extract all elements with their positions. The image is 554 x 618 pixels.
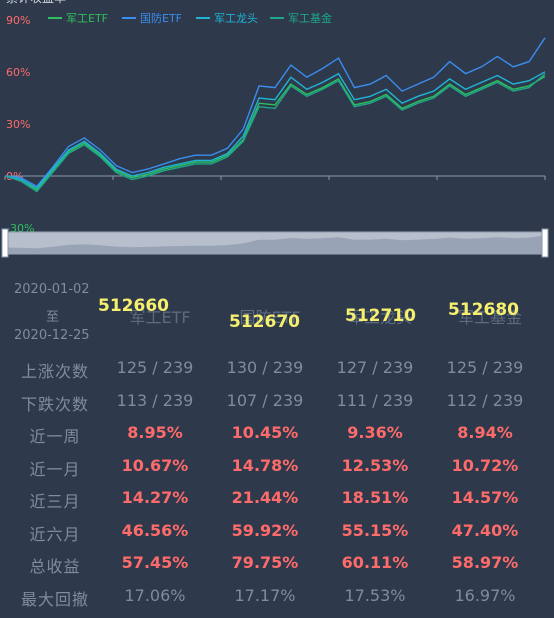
stat-cell: 57.45% (121, 553, 189, 572)
fund-name-0: 军工ETF (129, 308, 191, 327)
stats-row: 总收益 57.45% 79.75% 60.11% 58.97% (0, 553, 554, 585)
stat-cell: 17.17% (234, 585, 296, 605)
stats-row: 下跌次数 113 / 239 107 / 239 111 / 239 112 / 239 (0, 391, 554, 423)
stat-cell: 8.95% (127, 423, 183, 442)
fund-code-1: 512670 (229, 312, 300, 332)
stats-row: 近六月 46.56% 59.92% 55.15% 47.40% (0, 521, 554, 553)
series-line (4, 37, 546, 188)
stat-cell: 12.53% (341, 455, 409, 475)
stat-cell: 46.56% (121, 520, 189, 540)
stats-row: 近一月 10.67% 14.78% 12.53% 10.72% (0, 456, 554, 488)
range-handle-left[interactable] (1, 228, 9, 258)
stat-cell: 17.53% (344, 585, 406, 605)
row-label: 最大回撤 (20, 589, 89, 609)
stat-cell: 18.51% (341, 488, 409, 507)
y-tick-label: 30% (6, 118, 30, 131)
row-label: 上涨次数 (20, 362, 89, 381)
stat-cell: 111 / 239 (336, 390, 414, 410)
legend-entry: 军工ETF (66, 12, 108, 25)
y-tick-label: 90% (6, 14, 30, 27)
stat-cell: 112 / 239 (446, 390, 524, 410)
stat-cell: 55.15% (341, 520, 409, 540)
date-start: 2020-01-02 (14, 282, 90, 297)
stat-cell: 21.44% (231, 488, 299, 507)
stat-cell: 14.27% (121, 488, 189, 507)
row-label: 近一周 (29, 427, 81, 446)
date-to: 至 (46, 310, 60, 325)
stat-cell: 14.78% (231, 455, 299, 475)
legend-entry: 国防ETF (140, 11, 182, 25)
stat-cell: 60.11% (341, 553, 409, 572)
stat-cell: 113 / 239 (116, 390, 194, 410)
fund-code-0: 512660 (98, 296, 169, 316)
stat-cell: 8.94% (457, 423, 513, 442)
stat-cell: 130 / 239 (226, 358, 304, 377)
range-slider-preview (5, 235, 545, 254)
stats-row: 上涨次数 125 / 239 130 / 239 127 / 239 125 / 239 (0, 358, 554, 390)
stat-cell: 10.67% (121, 455, 189, 475)
range-handle-right[interactable] (541, 228, 549, 258)
stats-row: 近三月 14.27% 21.44% 18.51% 14.57% (0, 488, 554, 520)
stat-cell: 14.57% (451, 488, 519, 507)
stat-cell: 107 / 239 (226, 390, 304, 410)
range-slider-selection[interactable] (5, 232, 545, 254)
stats-row: 最大回撤 17.06% 17.17% 17.53% 16.97% (0, 586, 554, 618)
stat-cell: 125 / 239 (446, 358, 524, 377)
row-label: 近三月 (29, 492, 81, 511)
fund-name-1: 国防ETF (239, 308, 301, 327)
stat-cell: 16.97% (454, 585, 516, 605)
fund-code-3: 512680 (448, 300, 519, 320)
y-tick-label: 60% (6, 66, 30, 79)
stat-cell: 17.06% (124, 585, 186, 605)
stats-row: 近一周 8.95% 10.45% 9.36% 8.94% (0, 423, 554, 455)
fund-name-3: 军工基金 (457, 308, 522, 327)
row-label: 总收益 (29, 557, 81, 576)
stat-cell: 47.40% (451, 520, 519, 540)
stat-cell: 59.92% (231, 520, 299, 540)
row-label: 近一月 (29, 459, 81, 479)
series-line (4, 75, 546, 191)
legend-entry: 军工基金 (288, 11, 332, 25)
row-label: 下跌次数 (20, 394, 89, 414)
row-label: 近六月 (29, 524, 81, 544)
chart-title: 累计收益率 (6, 0, 66, 5)
fund-name-2: 军工龙头 (347, 308, 412, 327)
legend-entry: 军工龙头 (214, 12, 258, 25)
stat-cell: 10.72% (451, 455, 519, 475)
stat-cell: 58.97% (451, 553, 519, 572)
date-end: 2020-12-25 (14, 328, 90, 343)
series-line (4, 73, 546, 193)
stat-cell: 127 / 239 (336, 358, 414, 377)
stat-cell: 79.75% (231, 553, 299, 572)
fund-code-2: 512710 (345, 306, 416, 326)
series-line (4, 71, 546, 189)
stat-cell: 10.45% (231, 423, 299, 442)
stat-cell: 125 / 239 (116, 358, 194, 377)
stat-cell: 9.36% (347, 423, 403, 442)
